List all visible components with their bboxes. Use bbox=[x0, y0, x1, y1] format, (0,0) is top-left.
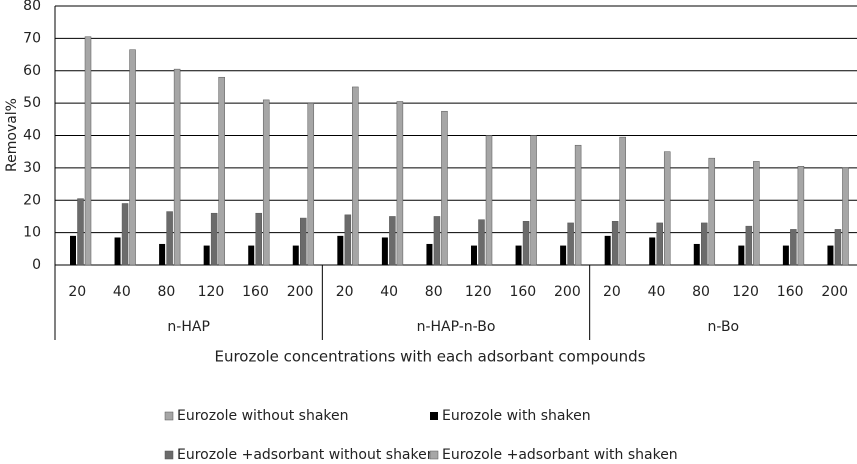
bar bbox=[574, 144, 582, 266]
x-tick-label: 160 bbox=[242, 284, 269, 300]
bar bbox=[478, 219, 485, 266]
legend-label: Eurozole without shaken bbox=[177, 408, 349, 424]
bar bbox=[292, 245, 299, 265]
y-tick-label: 30 bbox=[23, 160, 41, 176]
legend-label: Eurozole +adsorbant with shaken bbox=[442, 447, 678, 463]
bar bbox=[471, 245, 477, 265]
bar bbox=[790, 229, 797, 266]
x-tick-label: 80 bbox=[692, 284, 710, 300]
bar bbox=[307, 102, 315, 266]
bar bbox=[753, 161, 760, 266]
x-tick-label: 120 bbox=[465, 284, 492, 300]
bar bbox=[173, 68, 181, 266]
bar bbox=[255, 212, 262, 266]
x-tick-label: 20 bbox=[603, 284, 621, 300]
x-tick-label: 160 bbox=[509, 284, 536, 300]
bar bbox=[745, 225, 753, 266]
bar bbox=[84, 36, 92, 266]
y-tick-label: 60 bbox=[23, 63, 41, 79]
bar bbox=[441, 110, 448, 266]
bar bbox=[656, 222, 663, 266]
group-label: n-HAP bbox=[167, 319, 209, 335]
x-tick-label: 200 bbox=[554, 284, 581, 300]
legend-swatch bbox=[164, 450, 174, 460]
legend-swatch bbox=[164, 411, 174, 421]
bar bbox=[159, 243, 166, 265]
bar bbox=[611, 221, 619, 266]
bar bbox=[708, 157, 716, 266]
bar bbox=[567, 222, 574, 266]
bar bbox=[210, 212, 218, 266]
x-axis-title: Eurozole concentrations with each adsorb… bbox=[214, 348, 645, 366]
x-tick-label: 160 bbox=[777, 284, 804, 300]
x-tick-label: 120 bbox=[732, 284, 759, 300]
bar bbox=[485, 135, 493, 266]
group-label: n-Bo bbox=[708, 319, 740, 335]
x-tick-label: 40 bbox=[648, 284, 666, 300]
bar bbox=[70, 235, 76, 265]
group-label: n-HAP-n-Bo bbox=[417, 319, 496, 335]
legend-label: Eurozole +adsorbant without shaken bbox=[177, 447, 436, 463]
bar bbox=[262, 99, 270, 266]
bar bbox=[738, 245, 745, 265]
bar bbox=[693, 243, 700, 265]
x-tick-label: 120 bbox=[198, 284, 225, 300]
x-tick-label: 20 bbox=[336, 284, 354, 300]
bar bbox=[827, 245, 834, 265]
x-tick-label: 80 bbox=[157, 284, 175, 300]
x-tick-label: 40 bbox=[380, 284, 398, 300]
bar bbox=[77, 198, 84, 266]
bar bbox=[649, 237, 656, 265]
y-tick-label: 80 bbox=[23, 0, 41, 14]
bar bbox=[352, 86, 359, 266]
bar bbox=[396, 101, 404, 266]
bar bbox=[114, 237, 121, 265]
y-tick-label: 10 bbox=[23, 225, 41, 241]
bar bbox=[166, 211, 173, 266]
x-tick-label: 40 bbox=[113, 284, 131, 300]
bar bbox=[389, 216, 396, 266]
x-tick-label: 200 bbox=[287, 284, 314, 300]
y-tick-label: 0 bbox=[32, 257, 41, 273]
x-tick-label: 80 bbox=[425, 284, 443, 300]
bar bbox=[522, 221, 530, 266]
bar bbox=[701, 222, 708, 266]
bar bbox=[300, 217, 307, 266]
y-tick-label: 70 bbox=[23, 30, 41, 46]
bar bbox=[663, 151, 671, 266]
legend-swatch bbox=[429, 450, 439, 460]
y-axis-title: Removal% bbox=[4, 98, 20, 172]
bar bbox=[515, 245, 522, 265]
bar bbox=[381, 237, 388, 265]
bar bbox=[129, 49, 136, 266]
bar bbox=[797, 166, 805, 266]
x-tick-label: 20 bbox=[68, 284, 86, 300]
bar bbox=[560, 245, 567, 265]
legend-label: Eurozole with shaken bbox=[442, 408, 591, 424]
y-tick-label: 20 bbox=[23, 192, 41, 208]
bar bbox=[433, 216, 441, 266]
bar bbox=[218, 76, 225, 266]
bar bbox=[248, 245, 255, 265]
bar bbox=[344, 214, 352, 266]
bar bbox=[337, 235, 344, 265]
bar bbox=[619, 136, 626, 266]
bar bbox=[834, 229, 842, 266]
bar bbox=[203, 245, 210, 265]
bar bbox=[782, 245, 789, 265]
legend-swatch bbox=[430, 412, 438, 420]
bar bbox=[530, 135, 537, 266]
bar bbox=[604, 235, 611, 265]
bar bbox=[842, 167, 849, 266]
y-tick-label: 50 bbox=[23, 95, 41, 111]
bar bbox=[426, 243, 433, 265]
y-tick-label: 40 bbox=[23, 128, 41, 144]
bar bbox=[121, 203, 129, 266]
x-tick-label: 200 bbox=[821, 284, 848, 300]
